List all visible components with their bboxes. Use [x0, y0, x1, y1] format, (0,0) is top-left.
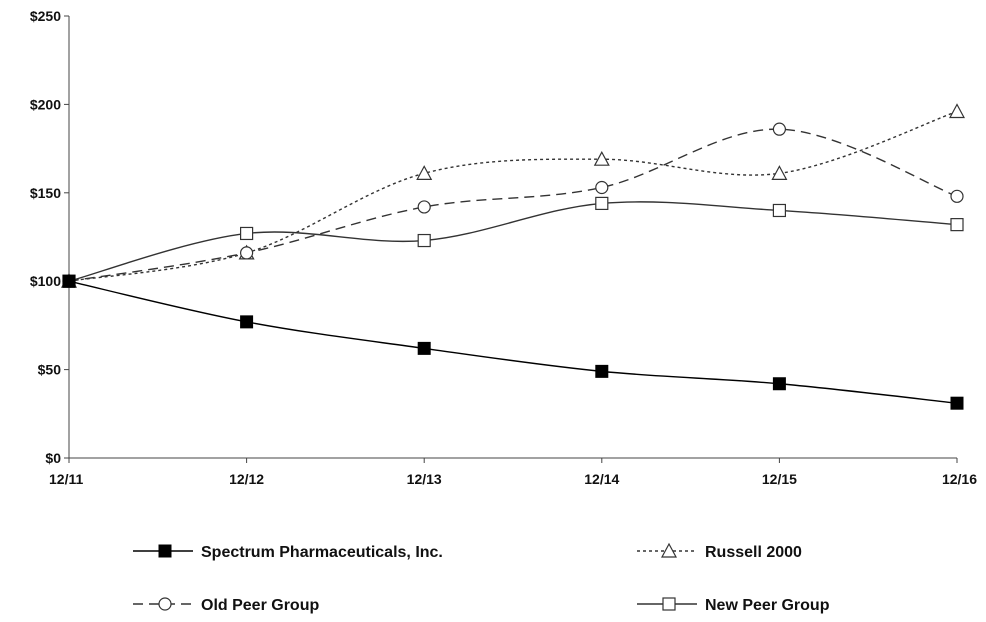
series-line — [68, 201, 958, 282]
chart-legend: Spectrum Pharmaceuticals, Inc. Russell 20… — [133, 542, 830, 614]
y-tick-label: $50 — [38, 362, 62, 378]
legend-marker — [158, 544, 172, 558]
legend-label: New Peer Group — [705, 597, 830, 614]
y-tick-label: $0 — [45, 450, 61, 466]
data-point-marker — [771, 165, 788, 180]
data-point-marker — [595, 180, 609, 195]
data-point-marker — [62, 274, 76, 288]
data-point-marker — [948, 103, 966, 119]
series-group — [60, 103, 966, 288]
y-tick-label: $100 — [30, 273, 61, 289]
x-tick-label: 12/16 — [942, 471, 977, 487]
series-group — [62, 196, 964, 288]
y-tick-label: $250 — [30, 8, 61, 24]
y-tick-label: $150 — [30, 185, 61, 201]
legend-label: Russell 2000 — [705, 544, 802, 561]
data-point-marker — [772, 377, 786, 391]
series-group — [62, 122, 964, 288]
chart-axes: $0 $50 $100 $150 $200 $250 12/11 12/12 12/13 12/1… — [30, 8, 977, 487]
data-point-marker — [950, 218, 964, 232]
data-point-marker — [772, 203, 787, 218]
legend-item: Old Peer Group — [133, 597, 319, 614]
series-group — [62, 274, 964, 410]
data-point-marker — [593, 150, 610, 166]
data-point-marker — [595, 196, 609, 211]
data-point-marker — [772, 122, 787, 136]
legend-label: Spectrum Pharmaceuticals, Inc. — [201, 544, 443, 561]
data-point-marker — [417, 233, 431, 248]
data-point-marker — [416, 165, 433, 180]
legend-marker — [662, 597, 676, 611]
legend-marker — [660, 542, 678, 558]
legend-item: Russell 2000 — [637, 542, 802, 561]
legend-item: New Peer Group — [637, 597, 830, 614]
data-point-marker — [417, 200, 431, 214]
legend-item: Spectrum Pharmaceuticals, Inc. — [133, 544, 443, 561]
y-tick-label: $200 — [30, 96, 61, 112]
legend-marker — [158, 597, 172, 611]
series-layer — [60, 103, 966, 410]
data-point-marker — [240, 226, 254, 241]
x-tick-label: 12/11 — [49, 471, 83, 487]
legend-label: Old Peer Group — [201, 597, 319, 614]
series-line — [68, 280, 958, 404]
data-point-marker — [950, 396, 964, 410]
data-point-marker — [417, 341, 431, 355]
x-tick-label: 12/15 — [762, 471, 797, 487]
data-point-marker — [595, 364, 609, 378]
x-tick-label: 12/13 — [407, 471, 442, 487]
x-tick-label: 12/14 — [584, 471, 619, 487]
data-point-marker — [240, 315, 254, 329]
data-point-marker — [950, 189, 964, 203]
series-line — [68, 128, 958, 282]
series-line — [68, 110, 958, 282]
data-point-marker — [240, 246, 254, 260]
x-tick-label: 12/12 — [229, 471, 264, 487]
